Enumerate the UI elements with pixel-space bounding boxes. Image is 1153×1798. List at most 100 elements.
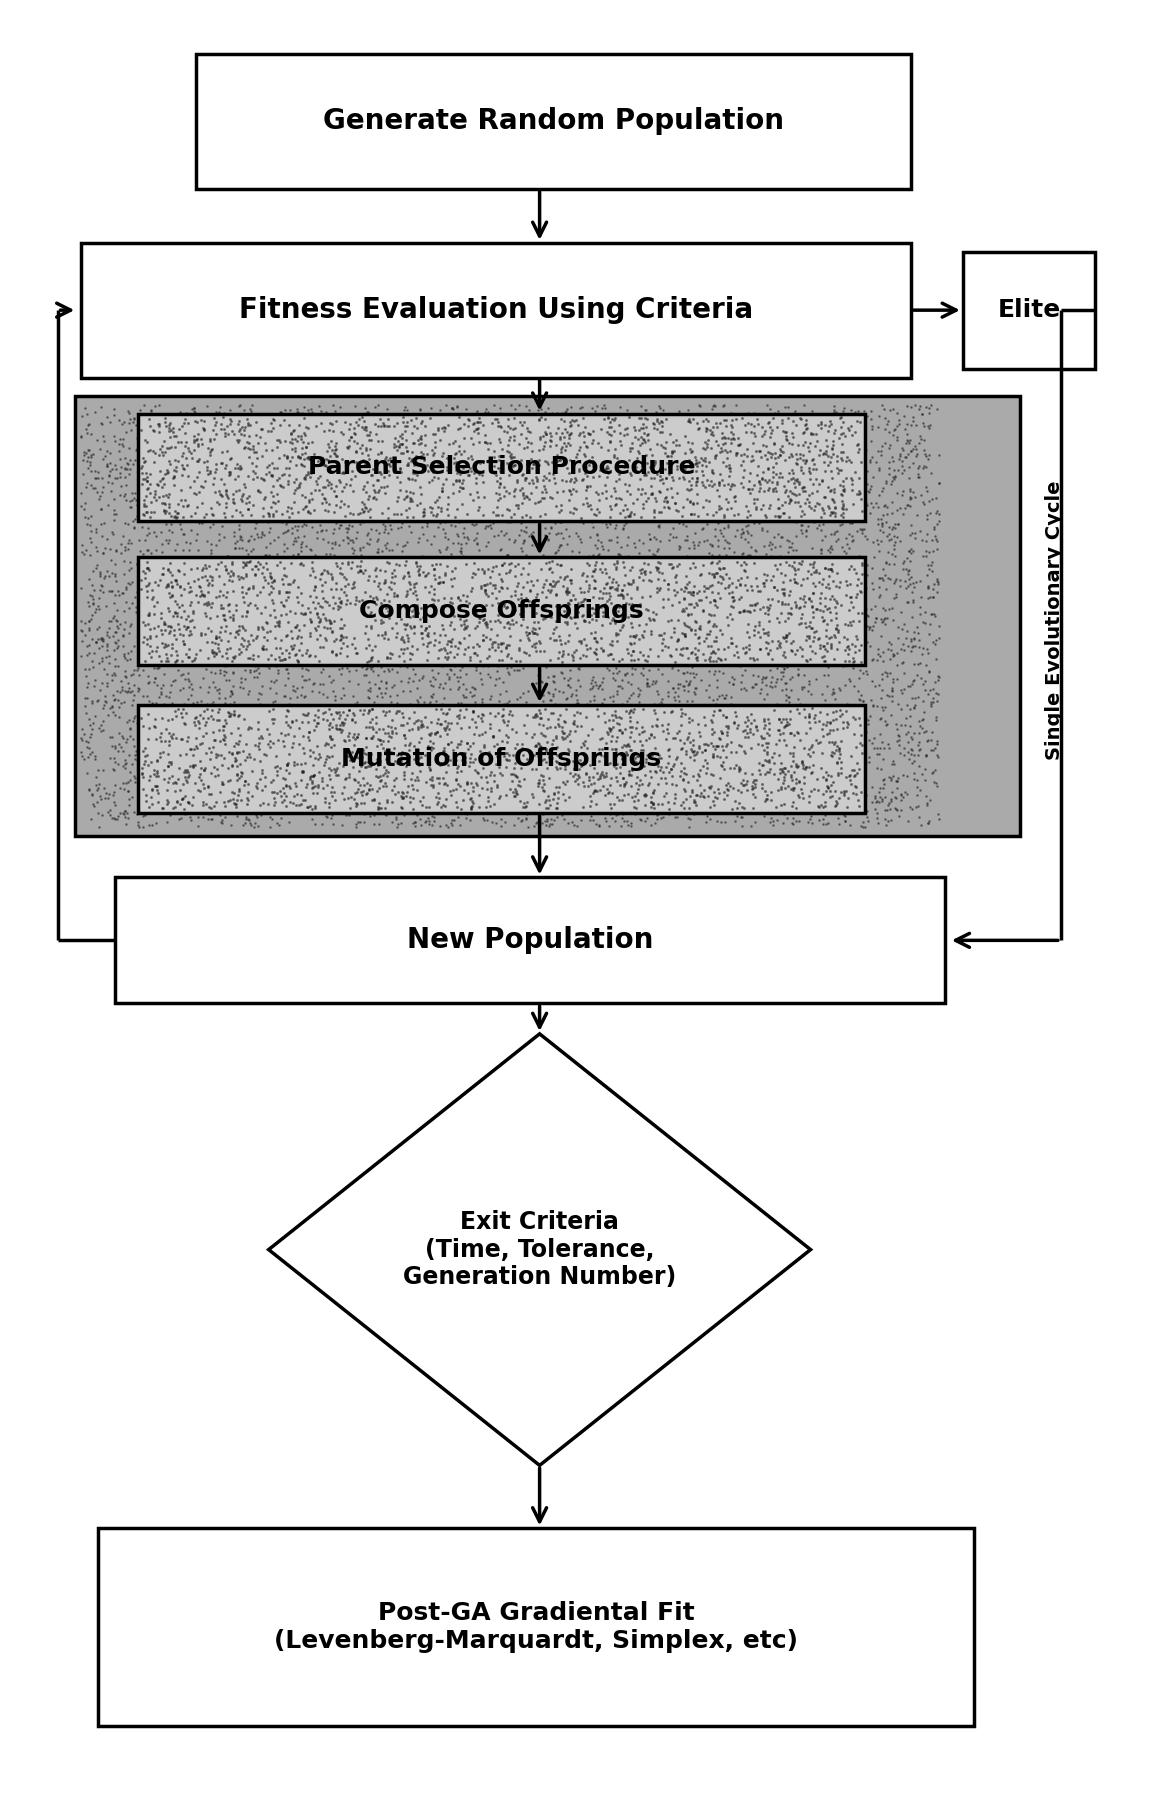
Point bbox=[574, 464, 593, 493]
Point bbox=[310, 615, 329, 644]
Point bbox=[884, 421, 903, 450]
Point bbox=[253, 507, 271, 536]
Point bbox=[122, 750, 141, 779]
Point bbox=[525, 629, 543, 658]
Point bbox=[379, 629, 398, 658]
Point bbox=[232, 786, 250, 814]
Point bbox=[842, 588, 860, 617]
Point bbox=[820, 608, 838, 636]
Point bbox=[583, 690, 602, 719]
Point bbox=[409, 450, 428, 478]
Point bbox=[83, 557, 101, 586]
Point bbox=[451, 629, 469, 658]
Point bbox=[687, 766, 706, 795]
Point bbox=[613, 595, 632, 624]
Point bbox=[771, 498, 790, 527]
Point bbox=[440, 654, 459, 683]
Point bbox=[384, 584, 402, 613]
Point bbox=[744, 597, 762, 626]
Point bbox=[620, 595, 639, 624]
Point bbox=[171, 574, 189, 602]
Point bbox=[794, 545, 813, 574]
Point bbox=[801, 620, 820, 649]
Point bbox=[443, 394, 461, 423]
Point bbox=[781, 599, 799, 628]
Point bbox=[824, 759, 843, 788]
Point bbox=[777, 797, 796, 825]
Point bbox=[210, 716, 228, 744]
Point bbox=[560, 446, 579, 475]
Point bbox=[791, 604, 809, 633]
Point bbox=[316, 412, 334, 441]
Point bbox=[174, 613, 193, 642]
Point bbox=[405, 478, 423, 507]
Point bbox=[914, 412, 933, 441]
Point bbox=[891, 786, 910, 814]
Point bbox=[507, 761, 526, 789]
Point bbox=[832, 509, 851, 538]
Point bbox=[402, 586, 421, 615]
Point bbox=[596, 394, 615, 423]
Point bbox=[391, 651, 409, 680]
Point bbox=[769, 396, 787, 424]
Point bbox=[324, 390, 342, 419]
Point bbox=[625, 645, 643, 674]
Point bbox=[874, 638, 892, 667]
Point bbox=[746, 770, 764, 798]
Point bbox=[312, 728, 331, 757]
Point bbox=[766, 761, 784, 789]
Point bbox=[691, 755, 709, 784]
Point bbox=[811, 698, 829, 726]
Point bbox=[625, 561, 643, 590]
Point bbox=[166, 701, 184, 730]
Point bbox=[832, 620, 851, 649]
Point bbox=[309, 577, 327, 606]
Point bbox=[318, 471, 337, 500]
Point bbox=[212, 512, 231, 541]
Point bbox=[821, 500, 839, 529]
Point bbox=[839, 446, 858, 475]
Point bbox=[568, 698, 587, 726]
Point bbox=[238, 635, 256, 663]
Point bbox=[889, 406, 907, 435]
Point bbox=[625, 601, 643, 629]
Point bbox=[642, 719, 661, 748]
Point bbox=[354, 406, 372, 435]
Point bbox=[125, 484, 143, 512]
Point bbox=[715, 458, 733, 487]
Point bbox=[489, 424, 507, 453]
Point bbox=[417, 509, 436, 538]
Point bbox=[653, 417, 671, 446]
Point bbox=[744, 779, 762, 807]
Point bbox=[111, 480, 129, 509]
Point bbox=[322, 647, 340, 676]
Point bbox=[239, 717, 257, 746]
Point bbox=[120, 714, 138, 743]
Point bbox=[114, 798, 133, 827]
Point bbox=[770, 458, 789, 487]
Point bbox=[179, 658, 197, 687]
Point bbox=[248, 716, 266, 744]
Point bbox=[376, 433, 394, 462]
Point bbox=[528, 743, 547, 771]
Point bbox=[223, 649, 241, 678]
Point bbox=[186, 770, 204, 798]
Point bbox=[807, 710, 826, 739]
Point bbox=[451, 764, 469, 793]
Point bbox=[763, 457, 782, 485]
Point bbox=[157, 554, 175, 583]
Point bbox=[641, 788, 660, 816]
Point bbox=[758, 777, 776, 806]
Point bbox=[560, 432, 579, 460]
Point bbox=[171, 593, 189, 622]
Point bbox=[784, 423, 802, 451]
Point bbox=[837, 690, 856, 719]
Point bbox=[133, 430, 151, 458]
Point bbox=[394, 557, 413, 586]
Point bbox=[838, 710, 857, 739]
Point bbox=[447, 392, 466, 421]
Point bbox=[223, 741, 241, 770]
Point bbox=[348, 476, 367, 505]
Point bbox=[645, 550, 663, 579]
Point bbox=[84, 441, 103, 469]
